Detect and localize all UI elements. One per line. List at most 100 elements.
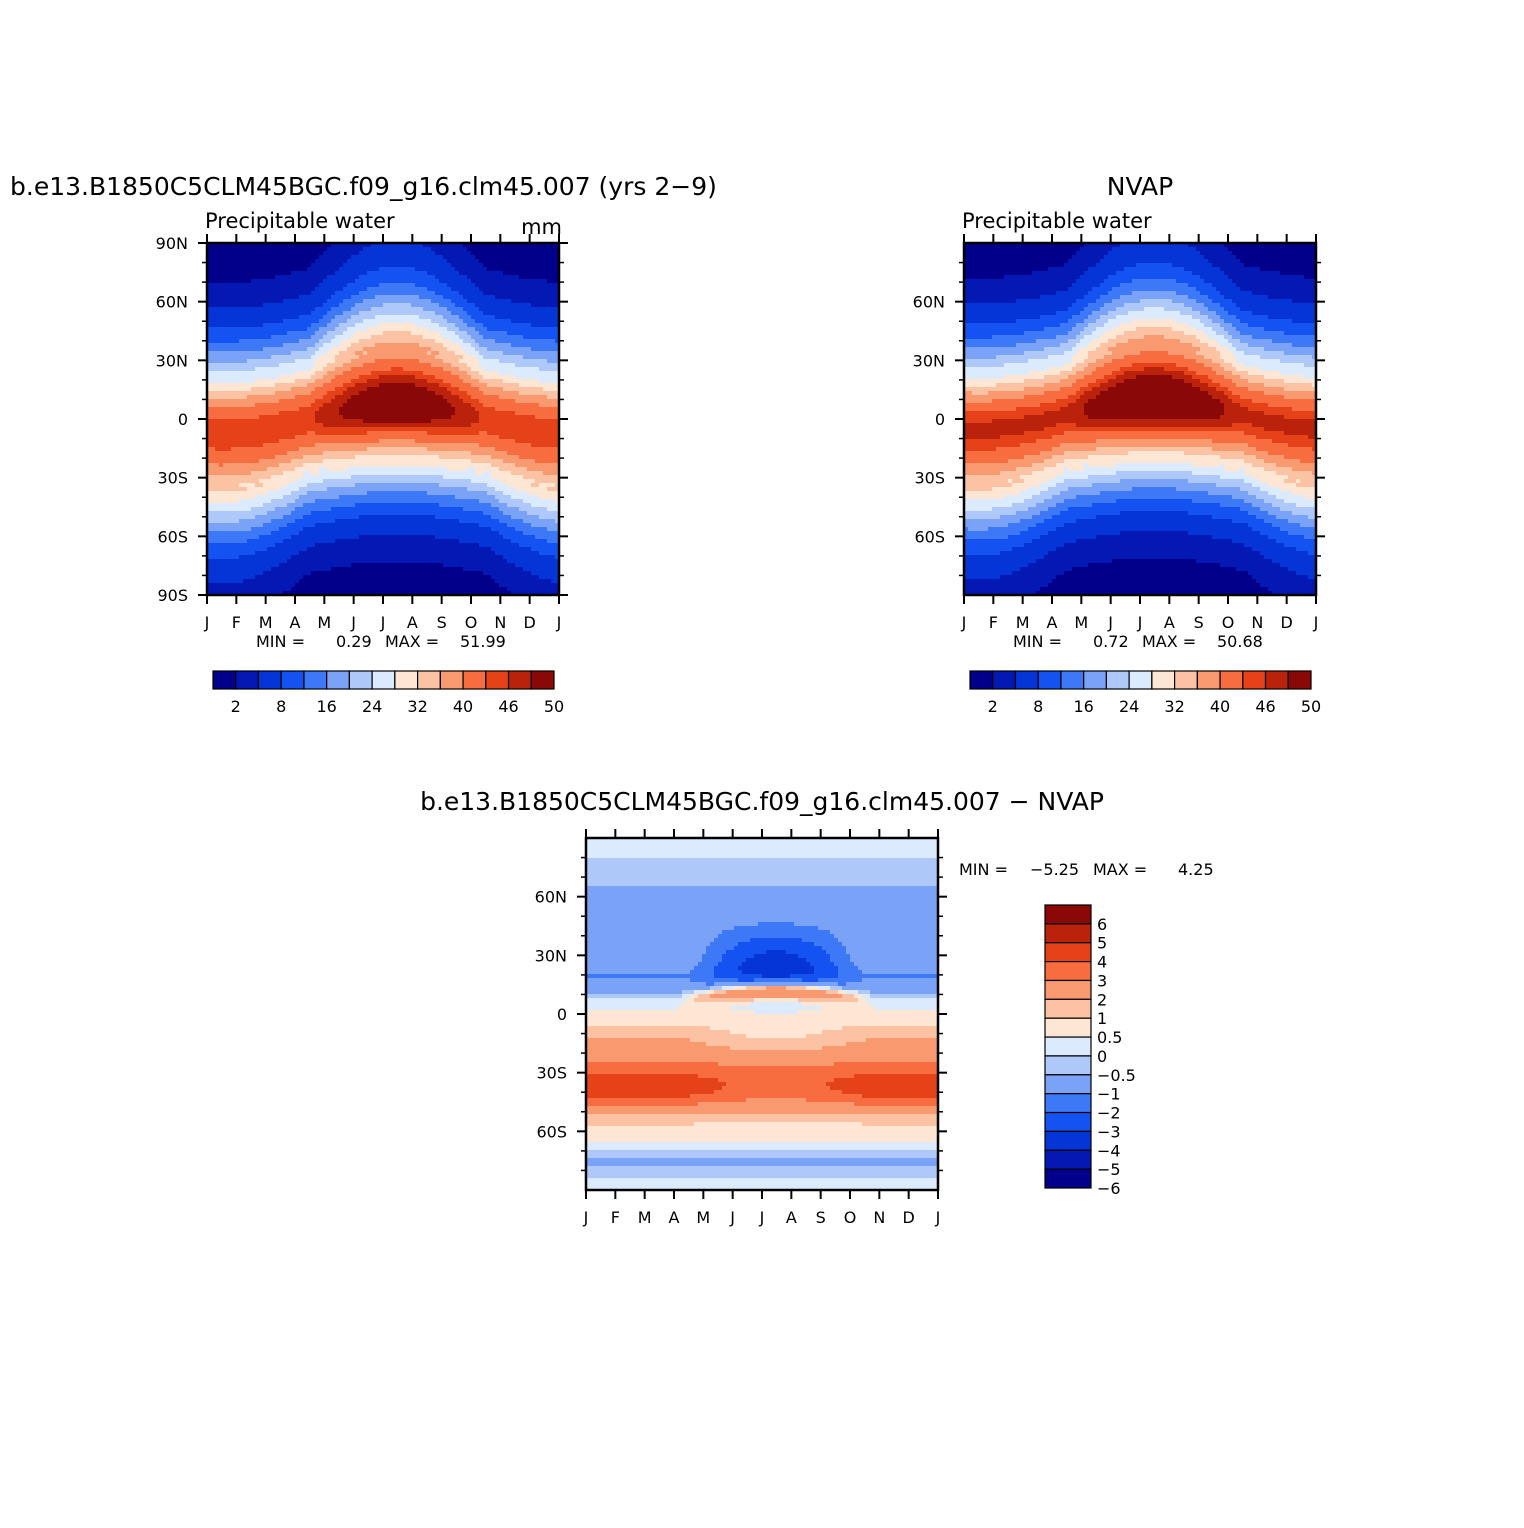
contour-cell: [419, 427, 424, 432]
contour-cell: [547, 355, 552, 360]
contour-cell: [555, 439, 559, 444]
contour-cell: [467, 463, 472, 468]
contour-cell: [363, 327, 368, 332]
contour-cell: [539, 359, 544, 364]
contour-cell: [235, 363, 240, 368]
contour-cell: [207, 271, 212, 276]
contour-cell: [555, 271, 559, 276]
contour-cell: [471, 451, 476, 456]
contour-cell: [463, 439, 468, 444]
contour-cell: [311, 395, 316, 400]
contour-cell: [259, 303, 264, 308]
contour-cell: [367, 327, 372, 332]
contour-cell: [527, 375, 532, 380]
contour-cell: [303, 339, 308, 344]
contour-cell: [431, 463, 436, 468]
contour-cell: [307, 451, 312, 456]
contour-cell: [323, 455, 328, 460]
contour-cell: [211, 367, 216, 372]
contour-cell: [479, 307, 484, 312]
contour-cell: [295, 407, 300, 412]
contour-cell: [515, 267, 520, 272]
contour-cell: [403, 387, 408, 392]
contour-cell: [367, 395, 372, 400]
contour-cell: [495, 271, 500, 276]
contour-cell: [235, 283, 240, 288]
contour-cell: [399, 267, 404, 272]
contour-cell: [219, 363, 224, 368]
contour-cell: [467, 443, 472, 448]
contour-cell: [271, 411, 276, 416]
contour-cell: [327, 339, 332, 344]
contour-cell: [547, 247, 552, 252]
contour-cell: [407, 355, 412, 360]
contour-cell: [299, 415, 304, 420]
contour-cell: [351, 391, 356, 396]
contour-cell: [459, 383, 464, 388]
contour-cell: [335, 407, 340, 412]
contour-cell: [479, 407, 484, 412]
contour-cell: [471, 399, 476, 404]
contour-cell: [435, 371, 440, 376]
contour-cell: [439, 431, 444, 436]
contour-cell: [247, 447, 252, 452]
contour-cell: [543, 423, 548, 428]
contour-cell: [503, 387, 508, 392]
contour-cell: [447, 279, 452, 284]
contour-cell: [383, 423, 388, 428]
contour-cell: [487, 423, 492, 428]
contour-cell: [295, 387, 300, 392]
contour-cell: [463, 251, 468, 256]
contour-cell: [371, 335, 376, 340]
contour-cell: [359, 311, 364, 316]
contour-cell: [523, 367, 528, 372]
contour-cell: [507, 271, 512, 276]
contour-cell: [435, 375, 440, 380]
contour-cell: [519, 323, 524, 328]
contour-cell: [347, 375, 352, 380]
contour-cell: [547, 259, 552, 264]
contour-cell: [487, 387, 492, 392]
contour-cell: [367, 299, 372, 304]
contour-cell: [391, 275, 396, 280]
contour-cell: [459, 259, 464, 264]
contour-cell: [299, 367, 304, 372]
contour-cell: [395, 383, 400, 388]
contour-cell: [427, 299, 432, 304]
contour-cell: [331, 307, 336, 312]
contour-cell: [499, 455, 504, 460]
contour-cell: [471, 299, 476, 304]
contour-cell: [539, 347, 544, 352]
contour-cell: [495, 251, 500, 256]
contour-cell: [367, 399, 372, 404]
contour-cell: [299, 435, 304, 440]
contour-cell: [379, 371, 384, 376]
contour-cell: [519, 431, 524, 436]
contour-cell: [259, 459, 264, 464]
contour-cell: [407, 327, 412, 332]
contour-cell: [547, 279, 552, 284]
contour-cell: [387, 323, 392, 328]
contour-cell: [335, 315, 340, 320]
contour-cell: [403, 323, 408, 328]
contour-cell: [319, 415, 324, 420]
contour-cell: [479, 395, 484, 400]
contour-cell: [379, 391, 384, 396]
contour-cell: [371, 323, 376, 328]
contour-cell: [403, 367, 408, 372]
contour-cell: [235, 359, 240, 364]
contour-cell: [399, 255, 404, 260]
contour-cell: [515, 335, 520, 340]
contour-cell: [287, 295, 292, 300]
contour-cell: [355, 371, 360, 376]
contour-cell: [391, 267, 396, 272]
contour-cell: [319, 259, 324, 264]
contour-cell: [263, 407, 268, 412]
contour-cell: [259, 255, 264, 260]
contour-cell: [339, 439, 344, 444]
contour-cell: [399, 311, 404, 316]
contour-cell: [275, 439, 280, 444]
contour-cell: [363, 431, 368, 436]
contour-cell: [503, 343, 508, 348]
contour-cell: [483, 399, 488, 404]
